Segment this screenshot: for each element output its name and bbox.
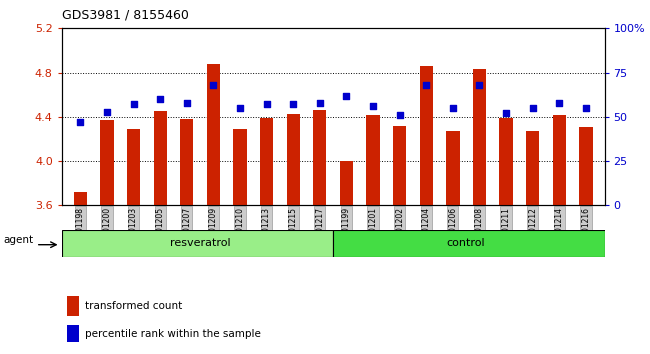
Point	[261, 102, 272, 107]
Point	[129, 102, 139, 107]
Bar	[313, 110, 326, 205]
Bar	[393, 126, 406, 205]
Bar	[67, 325, 79, 342]
Point	[580, 105, 591, 111]
Bar	[260, 118, 273, 205]
Text: percentile rank within the sample: percentile rank within the sample	[84, 329, 261, 339]
Bar	[233, 129, 246, 205]
Bar	[499, 118, 513, 205]
Text: control: control	[447, 238, 486, 249]
Bar	[526, 131, 540, 205]
Bar	[207, 64, 220, 205]
Bar	[127, 129, 140, 205]
Bar	[420, 66, 433, 205]
Bar	[446, 131, 460, 205]
Bar	[333, 230, 604, 257]
Point	[474, 82, 485, 88]
Point	[395, 112, 405, 118]
Bar	[367, 115, 380, 205]
Point	[235, 105, 245, 111]
Bar	[62, 230, 333, 257]
Text: resveratrol: resveratrol	[170, 238, 230, 249]
Point	[102, 109, 112, 114]
Point	[208, 82, 218, 88]
Point	[448, 105, 458, 111]
Point	[75, 119, 86, 125]
Point	[341, 93, 352, 98]
Bar	[67, 296, 79, 316]
Bar	[180, 119, 194, 205]
Bar	[73, 192, 87, 205]
Bar	[579, 127, 593, 205]
Point	[315, 100, 325, 105]
Text: GDS3981 / 8155460: GDS3981 / 8155460	[62, 8, 188, 21]
Bar	[552, 115, 566, 205]
Point	[554, 100, 564, 105]
Bar	[153, 111, 167, 205]
Bar	[340, 161, 353, 205]
Point	[181, 100, 192, 105]
Point	[501, 110, 512, 116]
Point	[421, 82, 432, 88]
Bar	[473, 69, 486, 205]
Text: agent: agent	[3, 235, 33, 245]
Text: transformed count: transformed count	[84, 301, 182, 311]
Point	[288, 102, 298, 107]
Point	[527, 105, 538, 111]
Point	[368, 103, 378, 109]
Point	[155, 96, 165, 102]
Bar	[100, 120, 114, 205]
Bar	[287, 114, 300, 205]
